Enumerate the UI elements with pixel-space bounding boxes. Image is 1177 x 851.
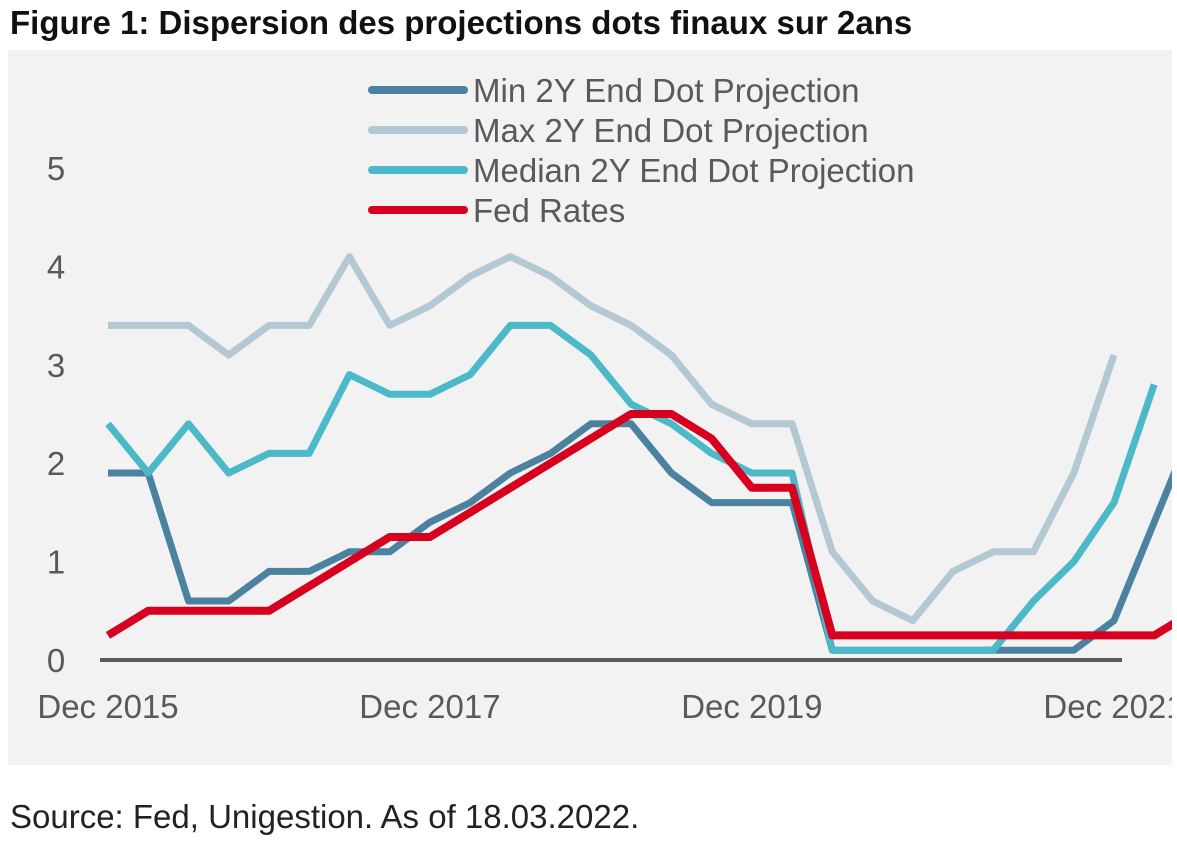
legend-label: Min 2Y End Dot Projection (473, 72, 859, 109)
series-lines (105, 253, 1172, 654)
series-line-max-2y-end-dot-projection (108, 253, 1118, 625)
series-line-median-2y-end-dot-projection (105, 321, 1158, 654)
x-tick-label: Dec 2015 (37, 688, 178, 725)
y-tick-label: 3 (47, 347, 65, 384)
x-tick-label: Dec 2021 (1043, 688, 1172, 725)
chart-background (8, 50, 1172, 765)
legend-label: Median 2Y End Dot Projection (473, 152, 915, 189)
y-tick-label: 0 (47, 642, 65, 679)
legend-label: Max 2Y End Dot Projection (473, 112, 869, 149)
x-axis-ticks: Dec 2015 Dec 2017 Dec 2019 Dec 2021 (37, 688, 1172, 725)
figure-title: Figure 1: Dispersion des projections dot… (10, 4, 913, 41)
series-line-min-2y-end-dot-projection (108, 420, 1172, 654)
source-note: Source: Fed, Unigestion. As of 18.03.202… (10, 798, 640, 835)
x-tick-label: Dec 2017 (359, 688, 500, 725)
y-tick-label: 5 (47, 150, 65, 187)
y-tick-label: 1 (47, 544, 65, 581)
series-line-fed-rates (105, 410, 1172, 640)
legend-label: Fed Rates (473, 192, 625, 229)
x-tick-label: Dec 2019 (681, 688, 822, 725)
y-tick-label: 4 (47, 248, 65, 285)
y-axis-ticks: 0 1 2 3 4 5 (47, 150, 65, 679)
y-tick-label: 2 (47, 445, 65, 482)
